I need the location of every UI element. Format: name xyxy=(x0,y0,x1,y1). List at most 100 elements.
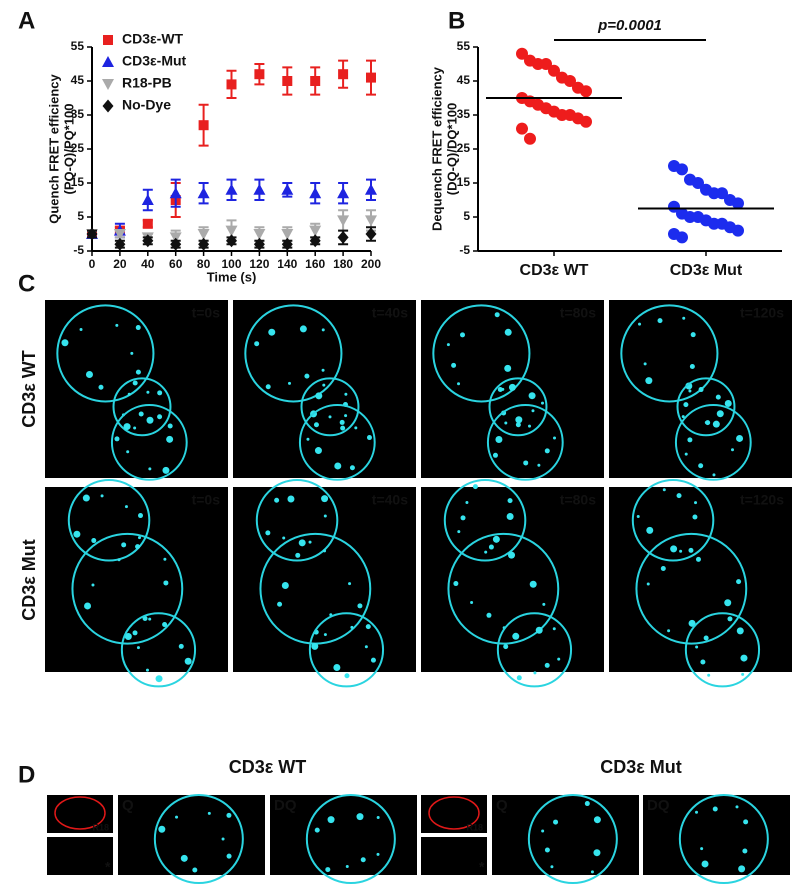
y-tick-label: 35 xyxy=(457,107,471,121)
r18-label: R18 xyxy=(466,822,483,832)
vesicle xyxy=(265,384,271,390)
time-label: t=120s xyxy=(740,305,784,321)
dot xyxy=(580,85,592,98)
vesicle xyxy=(121,542,127,548)
q-label: Q xyxy=(122,797,134,814)
vesicle xyxy=(360,857,366,863)
vesicle xyxy=(162,622,168,628)
vesicle xyxy=(277,601,283,607)
x-axis-label: Time (s) xyxy=(207,269,257,284)
vesicle xyxy=(504,364,512,372)
vesicle xyxy=(531,409,535,413)
x-tick-label: 120 xyxy=(249,257,269,271)
vesicle xyxy=(695,645,699,649)
vesicle xyxy=(523,460,529,466)
marker xyxy=(253,237,265,251)
x-tick-label: 40 xyxy=(141,257,155,271)
time-label: t=80s xyxy=(560,492,596,508)
vesicle xyxy=(167,423,173,429)
vesicle xyxy=(146,390,150,394)
vesicle xyxy=(695,810,699,814)
cell-membrane xyxy=(244,304,343,403)
vesicle xyxy=(552,627,556,631)
vesicle xyxy=(465,501,469,505)
vesicle xyxy=(314,827,320,833)
vesicle xyxy=(73,530,81,538)
vesicle xyxy=(178,643,184,649)
r18-label: R18 xyxy=(92,822,109,832)
vesicle xyxy=(712,806,718,812)
p-value: p=0.0001 xyxy=(597,17,662,34)
vesicle xyxy=(736,627,744,635)
vesicle xyxy=(163,557,167,561)
vesicle xyxy=(282,536,286,540)
vesicle xyxy=(488,544,494,550)
star-label: * xyxy=(479,859,485,875)
micrograph xyxy=(421,837,487,875)
vesicle xyxy=(660,565,666,571)
vesicle xyxy=(148,467,152,471)
vesicle xyxy=(138,411,144,417)
vesicle xyxy=(451,362,457,368)
vesicle xyxy=(366,435,372,441)
vesicle xyxy=(308,540,312,544)
marker xyxy=(197,187,210,199)
marker xyxy=(281,183,294,195)
x-tick-label: 80 xyxy=(197,257,211,271)
time-label: t=80s xyxy=(560,305,596,321)
vesicle xyxy=(735,805,739,809)
dot xyxy=(732,224,744,237)
y-tick-label: 5 xyxy=(77,209,84,223)
legend-marker xyxy=(102,56,114,67)
marker xyxy=(281,229,294,240)
cell-membrane xyxy=(112,377,172,437)
cell-membrane xyxy=(110,404,188,481)
vesicle xyxy=(345,864,349,868)
vesicle xyxy=(743,819,749,825)
marker xyxy=(226,79,237,90)
vesicle xyxy=(507,498,513,504)
legend-label: CD3ε-Mut xyxy=(122,53,187,69)
marker xyxy=(142,218,153,229)
vesicle xyxy=(646,582,650,586)
vesicle xyxy=(115,323,119,327)
vesicle xyxy=(738,865,746,873)
vesicle xyxy=(357,603,363,609)
y-tick-label: 55 xyxy=(457,39,471,53)
vesicle xyxy=(736,434,744,442)
dot xyxy=(692,177,704,189)
micrograph xyxy=(609,487,792,672)
vesicle xyxy=(695,556,701,562)
vesicle xyxy=(315,392,323,400)
vesicle xyxy=(515,422,521,428)
vesicle xyxy=(130,351,134,355)
cell-membrane xyxy=(305,794,396,884)
vesicle xyxy=(281,581,289,589)
vesicle xyxy=(132,630,138,636)
vesicle xyxy=(327,816,335,824)
r18-membrane xyxy=(54,796,106,830)
vesicle xyxy=(503,644,509,650)
vesicle xyxy=(557,657,561,661)
y-tick-label: 5 xyxy=(463,209,470,223)
vesicle xyxy=(180,854,188,862)
cell-membrane xyxy=(67,479,151,562)
vesicle xyxy=(344,392,348,396)
vesicle xyxy=(348,582,352,586)
vesicle xyxy=(497,386,503,392)
y-tick-label: 25 xyxy=(457,141,471,155)
vesicle xyxy=(593,816,601,824)
marker xyxy=(169,187,182,199)
dot xyxy=(516,47,528,60)
vesicle xyxy=(724,599,732,607)
vesicle xyxy=(287,495,295,503)
x-tick-label: CD3ε WT xyxy=(520,262,589,279)
vesicle xyxy=(492,535,500,543)
vesicle xyxy=(299,325,307,333)
vesicle xyxy=(133,426,137,430)
vesicle xyxy=(528,392,536,400)
vesicle xyxy=(553,819,559,825)
vesicle xyxy=(138,536,142,540)
vesicle xyxy=(684,452,688,456)
vesicle xyxy=(593,849,601,857)
